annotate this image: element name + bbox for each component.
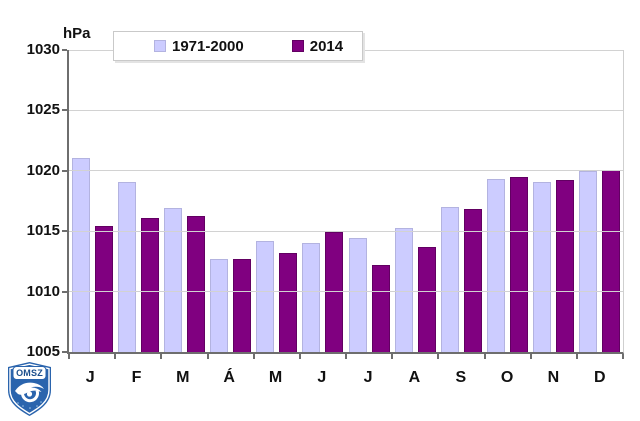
bar-group-f-2 (115, 50, 161, 352)
bar-1971-2000-m5 (256, 240, 275, 352)
x-axis-label-10: O (500, 369, 514, 386)
bar-2014-m5 (279, 252, 298, 352)
y-tick-mark (62, 351, 67, 353)
x-tick-mark (391, 354, 394, 359)
bar-2014-á4 (233, 258, 252, 352)
bar-1971-2000-d12 (579, 170, 598, 352)
bar-group-j-6 (300, 50, 346, 352)
x-axis-label-9: S (455, 369, 467, 386)
y-tick-label: 1015 (26, 222, 60, 240)
bar-1971-2000-á4 (210, 258, 229, 352)
gridline (69, 170, 623, 172)
bar-group-d-12 (577, 50, 623, 352)
bar-2014-m3 (186, 215, 205, 352)
bar-2014-j7 (371, 265, 390, 352)
legend-item-1971-2000: 1971-2000 (154, 38, 244, 55)
y-tick-mark (62, 49, 67, 51)
x-axis-label-3: M (176, 369, 190, 386)
y-tick-label: 1025 (26, 101, 60, 119)
x-tick-mark (68, 354, 70, 359)
bar-1971-2000-a8 (394, 227, 413, 352)
x-tick-mark (252, 354, 255, 359)
gridline (69, 230, 623, 232)
bar-group-s-9 (438, 50, 484, 352)
x-tick-mark (529, 354, 532, 359)
bar-group-a-8 (392, 50, 438, 352)
legend-label: 1971-2000 (172, 37, 244, 55)
y-tick-label: 1020 (26, 161, 60, 179)
x-axis-label-6: J (317, 369, 327, 386)
gridline (69, 109, 623, 111)
bar-1971-2000-j1 (71, 157, 90, 352)
x-axis-label-11: N (547, 369, 560, 386)
x-axis-label-5: M (268, 369, 283, 386)
y-tick-label: 1030 (26, 41, 60, 58)
y-axis-unit-label: hPa (63, 25, 91, 42)
bar-2014-s9 (463, 209, 482, 352)
plot-area (62, 49, 624, 359)
bar-2014-j6 (325, 232, 344, 352)
legend-label: 2014 (309, 37, 344, 55)
chart-legend: 1971-2000 2014 (113, 31, 363, 61)
y-tick-label: 1005 (26, 343, 60, 360)
bar-group-n-11 (531, 50, 577, 352)
bar-2014-f2 (140, 217, 159, 352)
bar-group-m-5 (254, 50, 300, 352)
y-tick-mark (62, 169, 67, 172)
bar-1971-2000-n11 (533, 181, 552, 352)
x-tick-mark (575, 354, 578, 359)
bar-2014-d12 (602, 169, 621, 352)
y-tick-label: 1010 (26, 282, 60, 300)
x-axis-label-7: J (363, 369, 373, 386)
omsz-logo: OMSZ (8, 362, 51, 416)
bar-2014-a8 (417, 246, 436, 352)
spiral-icon (20, 389, 39, 403)
bar-group-j-7 (346, 50, 392, 352)
x-tick-mark (160, 354, 163, 359)
x-tick-mark (437, 354, 440, 359)
gridline (69, 291, 623, 293)
x-axis-label-8: A (408, 369, 421, 386)
y-axis-labels: 1005 1010 1015 1020 1025 1030 (14, 42, 60, 360)
x-tick-mark (298, 354, 301, 359)
legend-swatch-icon (291, 40, 304, 52)
x-tick-mark (483, 354, 486, 359)
legend-swatch-icon (154, 40, 166, 52)
wave-icon (15, 382, 44, 395)
bar-1971-2000-o10 (487, 179, 506, 352)
bar-1971-2000-j6 (302, 243, 321, 352)
bar-1971-2000-s9 (440, 207, 459, 352)
x-axis-label-2: F (131, 369, 142, 386)
x-axis-label-12: D (593, 369, 606, 386)
y-tick-mark (62, 230, 67, 233)
bar-1971-2000-j7 (348, 238, 367, 352)
bar-1971-2000-m3 (163, 208, 182, 352)
x-tick-mark (206, 354, 209, 359)
x-tick-mark (114, 354, 117, 359)
bar-2014-j1 (94, 226, 113, 352)
x-axis-label-1: J (85, 369, 95, 386)
y-tick-mark (62, 290, 67, 293)
bar-group-m-3 (161, 50, 207, 352)
bar-1971-2000-f2 (117, 181, 136, 352)
x-axis-label-4: Á (223, 369, 235, 386)
legend-item-2014: 2014 (291, 37, 344, 55)
y-tick-mark (62, 109, 67, 112)
shield-icon (8, 362, 51, 416)
bar-group-j-1 (69, 50, 115, 352)
omsz-logo-text: OMSZ (16, 368, 43, 378)
bar-2014-o10 (510, 176, 529, 352)
x-tick-mark (345, 354, 347, 359)
bar-group-o-10 (485, 50, 531, 352)
bar-groups (69, 50, 623, 352)
x-tick-mark (622, 354, 624, 359)
bar-2014-n11 (556, 180, 575, 352)
bar-group-á-4 (208, 50, 254, 352)
